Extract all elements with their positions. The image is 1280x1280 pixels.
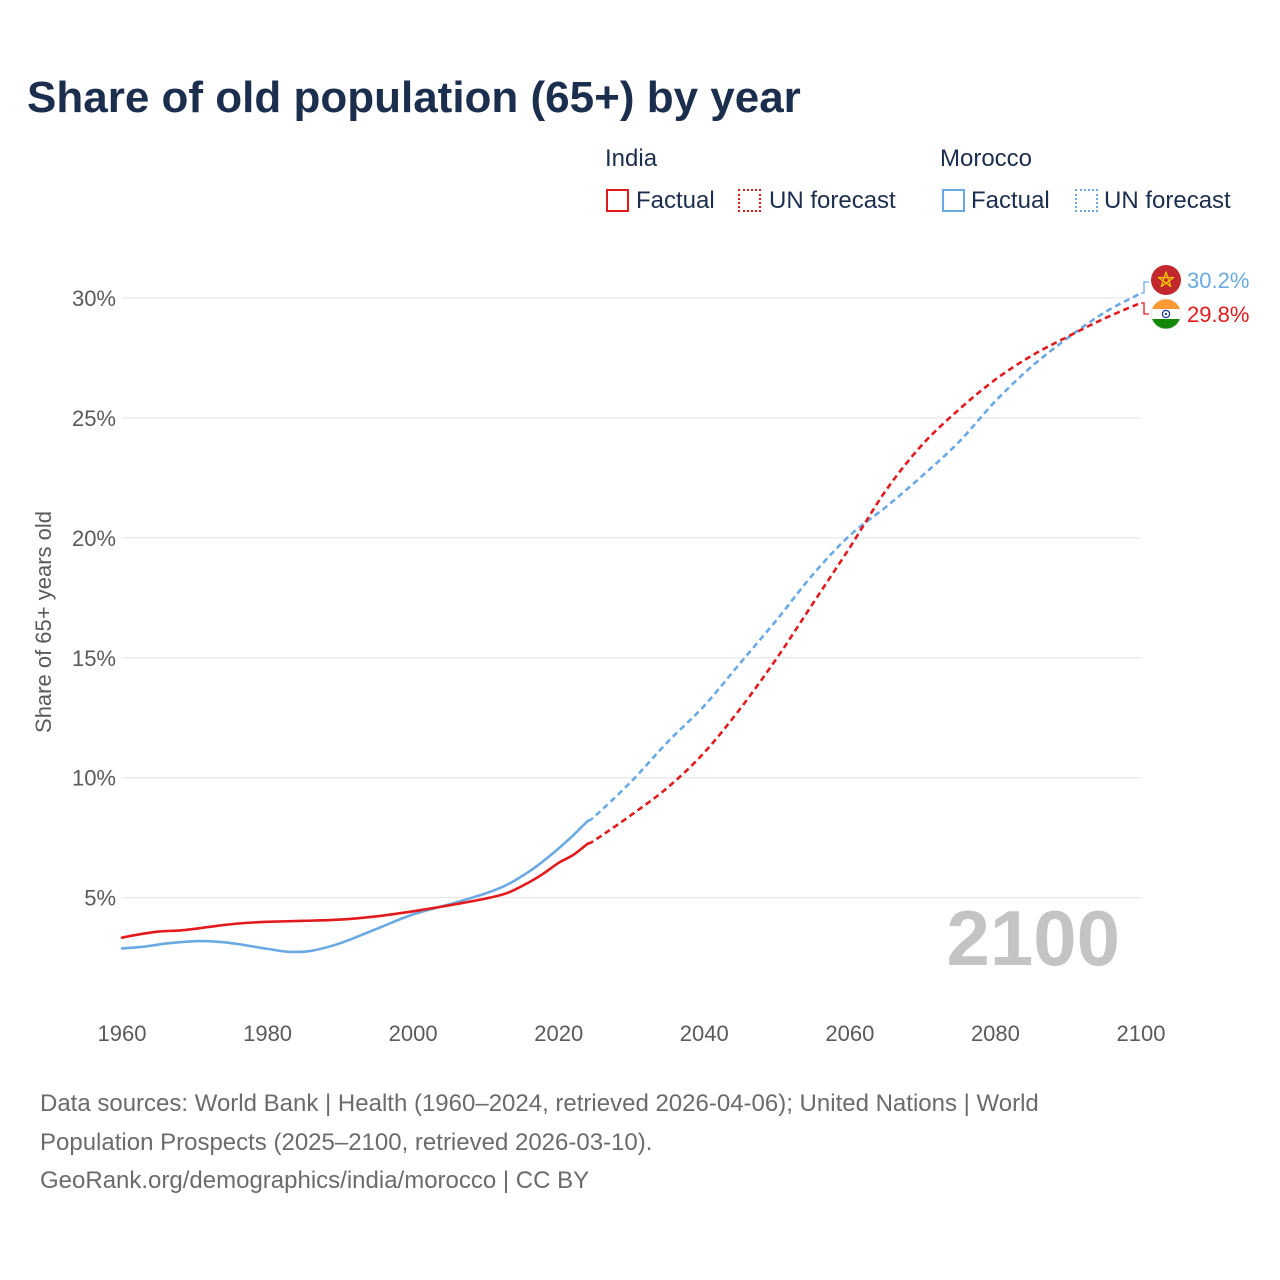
gridlines [122, 297, 1141, 899]
legend-item-label: Factual [636, 187, 715, 214]
y-tick-label: 30% [72, 286, 116, 311]
credit-line: GeoRank.org/demographics/india/morocco |… [40, 1167, 590, 1194]
series-lines [120, 292, 1142, 954]
x-axis-ticks: 1960 1980 2000 2020 2040 2060 2080 2100 [98, 1021, 1166, 1046]
morocco-forecast-swatch [1075, 189, 1098, 212]
legend-group-label: India [605, 145, 658, 172]
x-tick-label: 2060 [825, 1021, 874, 1046]
x-tick-label: 2000 [389, 1021, 438, 1046]
y-axis-label: Share of 65+ years old [31, 511, 56, 733]
india-forecast-swatch [738, 189, 761, 212]
data-sources-note-continued: Population Prospects (2025–2100, retriev… [40, 1128, 653, 1156]
morocco-end-connector [1141, 281, 1149, 294]
morocco-forecast-line [587, 292, 1142, 822]
india-forecast-line [587, 301, 1142, 845]
x-tick-label: 2020 [534, 1021, 583, 1046]
india-factual-line [120, 842, 590, 939]
morocco-flag-icon [1151, 265, 1181, 295]
x-tick-label: 2080 [971, 1021, 1020, 1046]
y-tick-label: 20% [72, 526, 116, 551]
legend-item-label: UN forecast [1104, 187, 1231, 214]
y-tick-label: 10% [72, 766, 116, 791]
legend-group-label: Morocco [940, 145, 1033, 172]
legend-item-label: Factual [971, 187, 1050, 214]
y-tick-label: 15% [72, 646, 116, 671]
data-sources-note: Data sources: World Bank | Health (1960–… [40, 1090, 1039, 1117]
morocco-factual-line [120, 819, 590, 954]
india-end-label: 29.8% [1187, 302, 1249, 327]
year-watermark: 2100 [946, 894, 1120, 982]
x-tick-label: 1980 [243, 1021, 292, 1046]
y-tick-label: 5% [84, 886, 116, 911]
y-tick-label: 25% [72, 406, 116, 431]
x-tick-label: 2100 [1117, 1021, 1166, 1046]
morocco-end-label: 30.2% [1187, 268, 1249, 293]
page-title: Share of old population (65+) by year [27, 73, 801, 122]
legend-item-label: UN forecast [769, 187, 896, 214]
india-end-connector [1141, 302, 1149, 315]
x-tick-label: 2040 [680, 1021, 729, 1046]
footer: Data sources: World Bank | Health (1960–… [40, 1085, 1039, 1201]
morocco-factual-swatch [942, 189, 965, 212]
y-axis-ticks: 5% 10% 15% 20% 25% 30% [72, 286, 116, 911]
x-tick-label: 1960 [98, 1021, 147, 1046]
india-factual-swatch [606, 189, 629, 212]
india-flag-icon [1150, 298, 1182, 330]
